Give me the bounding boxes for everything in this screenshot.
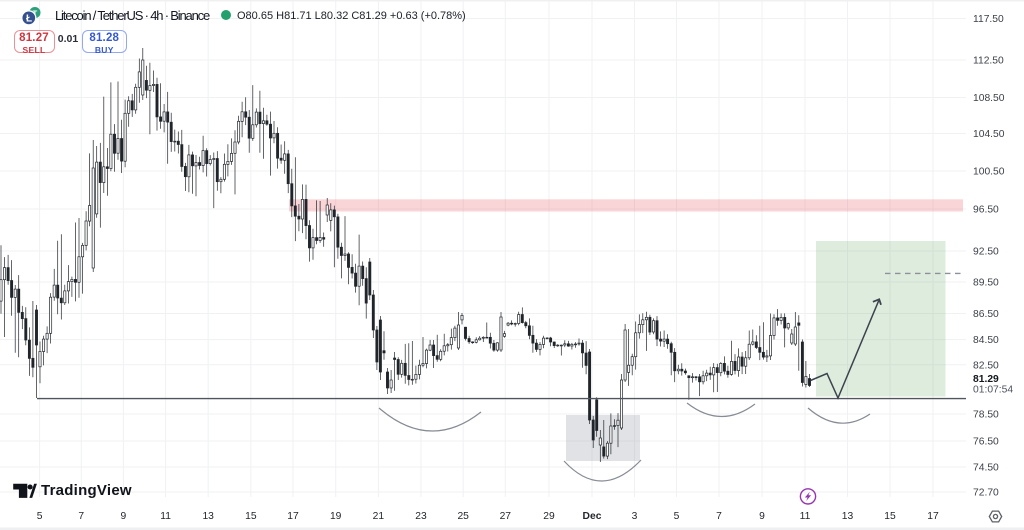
svg-text:19: 19	[330, 511, 342, 522]
svg-text:21: 21	[373, 511, 385, 522]
svg-text:92.50: 92.50	[973, 247, 999, 258]
svg-text:72.70: 72.70	[973, 488, 999, 499]
svg-text:5: 5	[674, 511, 680, 522]
svg-text:7: 7	[78, 511, 84, 522]
svg-text:104.50: 104.50	[973, 129, 1005, 140]
svg-text:11: 11	[800, 511, 811, 522]
svg-text:117.50: 117.50	[973, 14, 1004, 25]
svg-text:01:07:54: 01:07:54	[973, 385, 1013, 396]
svg-text:17: 17	[927, 511, 939, 522]
svg-text:82.50: 82.50	[973, 360, 999, 371]
svg-text:5: 5	[37, 511, 43, 522]
svg-text:112.50: 112.50	[973, 56, 1004, 67]
svg-text:7: 7	[716, 511, 722, 522]
svg-text:96.50: 96.50	[973, 205, 999, 216]
svg-text:Ł: Ł	[26, 14, 32, 25]
svg-text:13: 13	[842, 511, 854, 522]
svg-text:81.29: 81.29	[973, 374, 999, 385]
svg-text:23: 23	[415, 511, 427, 522]
svg-text:13: 13	[202, 511, 214, 522]
svg-text:T: T	[33, 8, 38, 17]
svg-text:86.50: 86.50	[973, 309, 999, 320]
svg-text:25: 25	[457, 511, 469, 522]
svg-text:74.50: 74.50	[973, 463, 999, 474]
svg-text:Dec: Dec	[583, 511, 602, 522]
svg-text:9: 9	[759, 511, 765, 522]
svg-text:15: 15	[884, 511, 896, 522]
svg-text:3: 3	[632, 511, 638, 522]
svg-text:76.50: 76.50	[973, 437, 999, 448]
svg-text:84.50: 84.50	[973, 335, 999, 346]
svg-text:9: 9	[121, 511, 127, 522]
svg-text:17: 17	[287, 511, 299, 522]
svg-text:27: 27	[500, 511, 512, 522]
svg-text:29: 29	[543, 511, 555, 522]
svg-text:108.50: 108.50	[973, 93, 1005, 104]
svg-text:78.50: 78.50	[973, 410, 999, 421]
svg-text:100.50: 100.50	[973, 167, 1005, 178]
svg-text:15: 15	[245, 511, 257, 522]
svg-text:89.50: 89.50	[973, 278, 999, 289]
svg-text:11: 11	[160, 511, 171, 522]
